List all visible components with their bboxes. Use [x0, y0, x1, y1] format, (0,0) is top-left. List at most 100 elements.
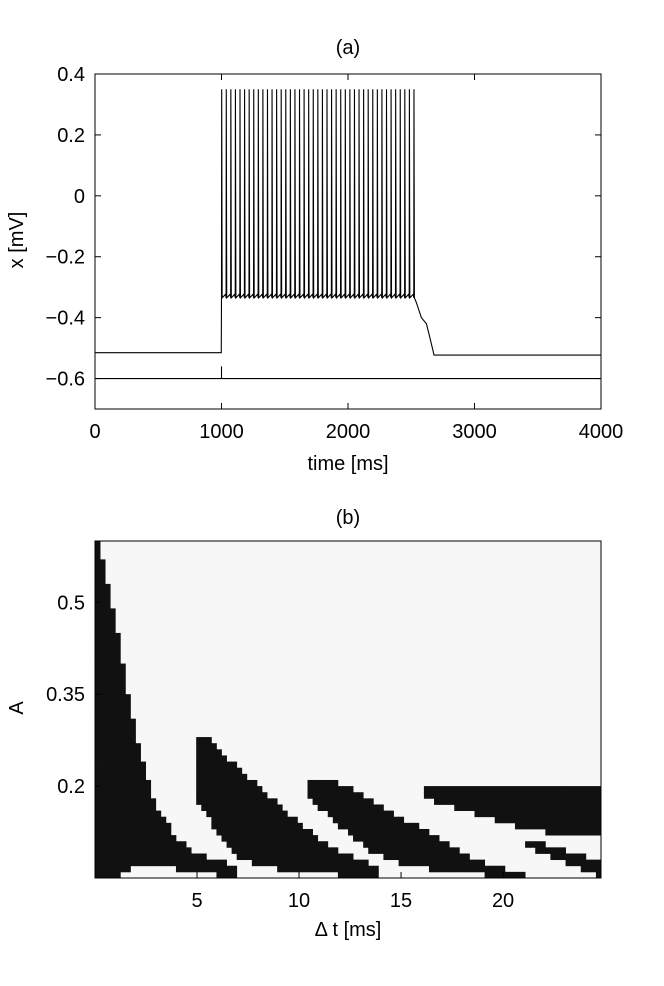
heatmap-cell	[348, 810, 354, 818]
heatmap-cell	[595, 798, 602, 805]
heatmap-cell	[499, 810, 506, 818]
heatmap-cell	[105, 718, 111, 726]
heatmap-cell	[560, 810, 566, 818]
heatmap-cell	[342, 810, 349, 818]
heatmap-cell	[514, 792, 521, 799]
heatmap-cell	[585, 792, 592, 799]
heatmap-cell	[135, 798, 141, 805]
heatmap-cell	[439, 853, 445, 861]
heatmap-cell	[403, 841, 410, 848]
heatmap-cell	[241, 779, 248, 787]
heatmap-cell	[115, 645, 121, 652]
heatmap-cell	[307, 792, 313, 799]
heatmap-cell	[489, 804, 496, 811]
heatmap-cell	[439, 847, 445, 854]
heatmap-cell	[110, 847, 116, 854]
heatmap-cell	[383, 828, 389, 836]
heatmap-cell	[110, 657, 116, 664]
heatmap-cell	[155, 841, 162, 848]
heatmap-cell	[95, 700, 101, 707]
heatmap-cell	[110, 718, 116, 726]
heatmap-cell	[196, 749, 202, 756]
heatmap-cell	[105, 694, 111, 701]
heatmap-cell	[459, 865, 465, 873]
heatmap-cell	[110, 767, 116, 775]
heatmap-cell	[135, 761, 141, 769]
heatmap-cell	[236, 792, 243, 799]
heatmap-cell	[363, 865, 369, 873]
heatmap-cell	[181, 853, 187, 861]
heatmap-cell	[95, 767, 101, 775]
heatmap-cell	[170, 853, 177, 861]
heatmap-cell	[95, 743, 101, 750]
heatmap-cell	[327, 786, 334, 793]
heatmap-cell	[95, 730, 101, 738]
heatmap-cell	[206, 792, 212, 799]
heatmap-cell	[115, 841, 121, 848]
heatmap-cell	[388, 810, 394, 818]
heatmap-cell	[221, 798, 227, 805]
heatmap-cell	[358, 871, 364, 879]
heatmap-cell	[494, 798, 501, 805]
heatmap-cell	[110, 865, 116, 873]
heatmap-cell	[302, 828, 308, 836]
heatmap-cell	[140, 853, 146, 861]
heatmap-cell	[525, 798, 531, 805]
heatmap-cell	[292, 828, 298, 836]
heatmap-cell	[105, 590, 111, 597]
heatmap-cell	[307, 841, 313, 848]
heatmap-cell	[206, 761, 212, 769]
heatmap-cell	[236, 767, 243, 775]
heatmap-cell	[95, 779, 101, 787]
heatmap-cell	[241, 822, 248, 830]
heatmap-cell	[368, 847, 374, 854]
heatmap-cell	[115, 706, 121, 713]
heatmap-cell	[504, 792, 511, 799]
heatmap-cell	[105, 712, 111, 720]
heatmap-cell	[317, 792, 324, 799]
heatmap-cell	[221, 871, 227, 879]
heatmap-cell	[110, 688, 116, 695]
heatmap-cell	[363, 810, 369, 818]
heatmap-cell	[145, 828, 152, 836]
heatmap-cell	[125, 737, 131, 744]
heatmap-cell	[348, 798, 354, 805]
heatmap-cell	[348, 816, 354, 824]
heatmap-cell	[535, 792, 541, 799]
heatmap-cell	[444, 865, 450, 873]
heatmap-cell	[95, 749, 101, 756]
heatmap-cell	[201, 773, 207, 781]
heatmap-cell	[595, 792, 602, 799]
heatmap-cell	[575, 822, 582, 830]
heatmap-cell	[95, 675, 101, 683]
heatmap-cell	[120, 749, 126, 756]
heatmap-cell	[115, 675, 121, 683]
heatmap-cell	[120, 835, 126, 842]
heatmap-cell	[95, 559, 101, 566]
heatmap-cell	[530, 816, 536, 824]
heatmap-cell	[504, 804, 511, 811]
heatmap-cell	[388, 835, 394, 842]
heatmap-cell	[489, 865, 496, 873]
heatmap-cell	[130, 816, 136, 824]
heatmap-cell	[353, 792, 359, 799]
heatmap-cell	[322, 792, 329, 799]
heatmap-cell	[211, 816, 217, 824]
heatmap-cell	[110, 730, 116, 738]
heatmap-cell	[408, 835, 415, 842]
heatmap-cell	[514, 816, 521, 824]
heatmap-cell	[110, 737, 116, 744]
heatmap-cell	[590, 822, 597, 830]
heatmap-cell	[125, 694, 131, 701]
heatmap-cell	[570, 816, 577, 824]
heatmap-cell	[216, 779, 222, 787]
heatmap-cell	[100, 724, 106, 732]
heatmap-cell	[125, 792, 131, 799]
heatmap-cell	[342, 792, 349, 799]
heatmap-cell	[439, 786, 445, 793]
heatmap-cell	[110, 675, 116, 683]
heatmap-cell	[241, 786, 248, 793]
heatmap-cell	[363, 816, 369, 824]
heatmap-cell	[560, 792, 566, 799]
heatmap-cell	[251, 853, 258, 861]
